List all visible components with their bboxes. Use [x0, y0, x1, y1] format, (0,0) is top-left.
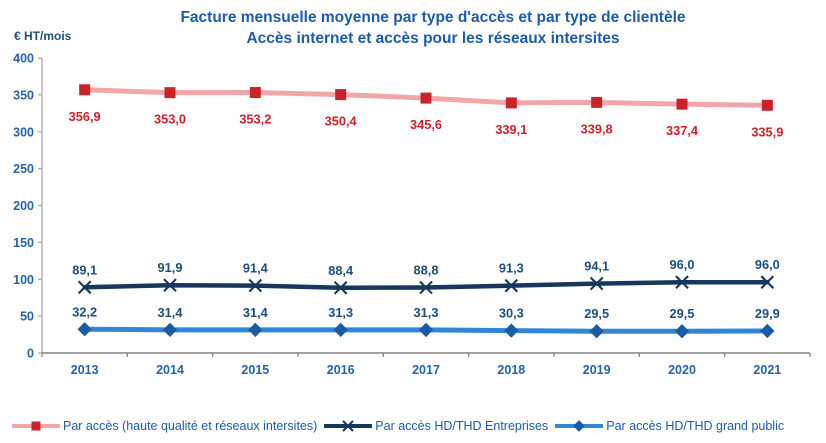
- x-tick-label: 2016: [327, 363, 355, 377]
- data-label: 91,3: [499, 261, 524, 276]
- data-label: 29,9: [755, 306, 780, 321]
- x-tick-label: 2021: [753, 363, 781, 377]
- data-label: 29,5: [670, 306, 695, 321]
- data-label: 88,8: [414, 263, 439, 278]
- svg-text:50: 50: [20, 310, 34, 324]
- data-label: 339,1: [495, 122, 527, 137]
- data-label: 335,9: [751, 124, 783, 139]
- data-label: 32,2: [72, 304, 97, 319]
- data-label: 89,1: [72, 262, 97, 277]
- svg-text:300: 300: [13, 125, 34, 139]
- legend-marker-diamond-icon: [555, 420, 604, 432]
- chart-title: Facture mensuelle moyenne par type d'acc…: [60, 7, 806, 49]
- data-label: 31,3: [328, 305, 353, 320]
- x-tick-label: 2019: [583, 363, 611, 377]
- series-0: 356,9 353,0 353,2 350,4 345,6 339,1 339,8 337,4…: [69, 84, 783, 139]
- svg-text:200: 200: [13, 199, 34, 213]
- data-label: 345,6: [410, 117, 442, 132]
- chart-title-line1: Facture mensuelle moyenne par type d'acc…: [180, 9, 686, 26]
- axes: 0 50 100 150 200 250 300 350 400 2013 2014 2015 2016…: [13, 52, 811, 377]
- svg-text:0: 0: [27, 347, 34, 361]
- x-tick-label: 2015: [241, 363, 269, 377]
- data-label: 339,8: [581, 121, 613, 136]
- legend-label: Par accès HD/THD Entreprises: [375, 419, 549, 433]
- data-label: 31,4: [158, 305, 184, 320]
- data-label: 350,4: [325, 114, 358, 129]
- chart-legend: Par accès (haute qualité et réseaux inte…: [12, 413, 822, 439]
- data-label: 91,4: [243, 261, 269, 276]
- data-label: 29,5: [584, 306, 609, 321]
- data-label: 30,3: [499, 306, 524, 321]
- svg-text:150: 150: [13, 236, 34, 250]
- y-axis-title: € HT/mois: [14, 29, 72, 43]
- svg-text:250: 250: [13, 162, 34, 176]
- data-label: 31,4: [243, 305, 269, 320]
- x-tick-label: 2013: [71, 363, 99, 377]
- chart-title-line2: Accès internet et accès pour les réseaux…: [246, 30, 620, 47]
- series-1: 89,1 91,9 91,4 88,4 88,8 91,3 94,1 96,0 96,0: [72, 257, 780, 295]
- chart-plot-area: 0 50 100 150 200 250 300 350 400 2013 2014 2015 2016…: [13, 52, 811, 377]
- x-tick-label: 2020: [668, 363, 696, 377]
- series-2: 32,2 31,4 31,4 31,3 31,3 30,3 29,5 29,5 29,9: [72, 304, 780, 339]
- svg-text:350: 350: [13, 88, 34, 102]
- x-tick-label: 2018: [497, 363, 525, 377]
- legend-item-hdthd-grand-public: Par accès HD/THD grand public: [555, 419, 784, 433]
- legend-label: Par accès HD/THD grand public: [606, 419, 785, 433]
- data-label: 88,4: [328, 263, 354, 278]
- svg-text:400: 400: [13, 52, 34, 66]
- legend-label: Par accès (haute qualité et réseaux inte…: [63, 419, 318, 433]
- data-label: 91,9: [158, 260, 183, 275]
- legend-marker-square-icon: [12, 421, 60, 431]
- data-label: 337,4: [666, 123, 699, 138]
- svg-text:100: 100: [13, 273, 34, 287]
- data-label: 353,2: [239, 112, 271, 127]
- data-label: 353,0: [154, 112, 186, 127]
- data-label: 356,9: [69, 109, 101, 124]
- data-label: 94,1: [584, 259, 609, 274]
- data-label: 31,3: [414, 305, 439, 320]
- x-tick-label: 2014: [156, 363, 184, 377]
- legend-marker-x-icon: [324, 420, 373, 432]
- data-label: 96,0: [670, 257, 695, 272]
- legend-item-hdthd-entreprises: Par accès HD/THD Entreprises: [324, 419, 548, 433]
- x-tick-label: 2017: [412, 363, 440, 377]
- data-label: 96,0: [755, 257, 780, 272]
- legend-item-par-acces-haute-qualite: Par accès (haute qualité et réseaux inte…: [12, 419, 317, 433]
